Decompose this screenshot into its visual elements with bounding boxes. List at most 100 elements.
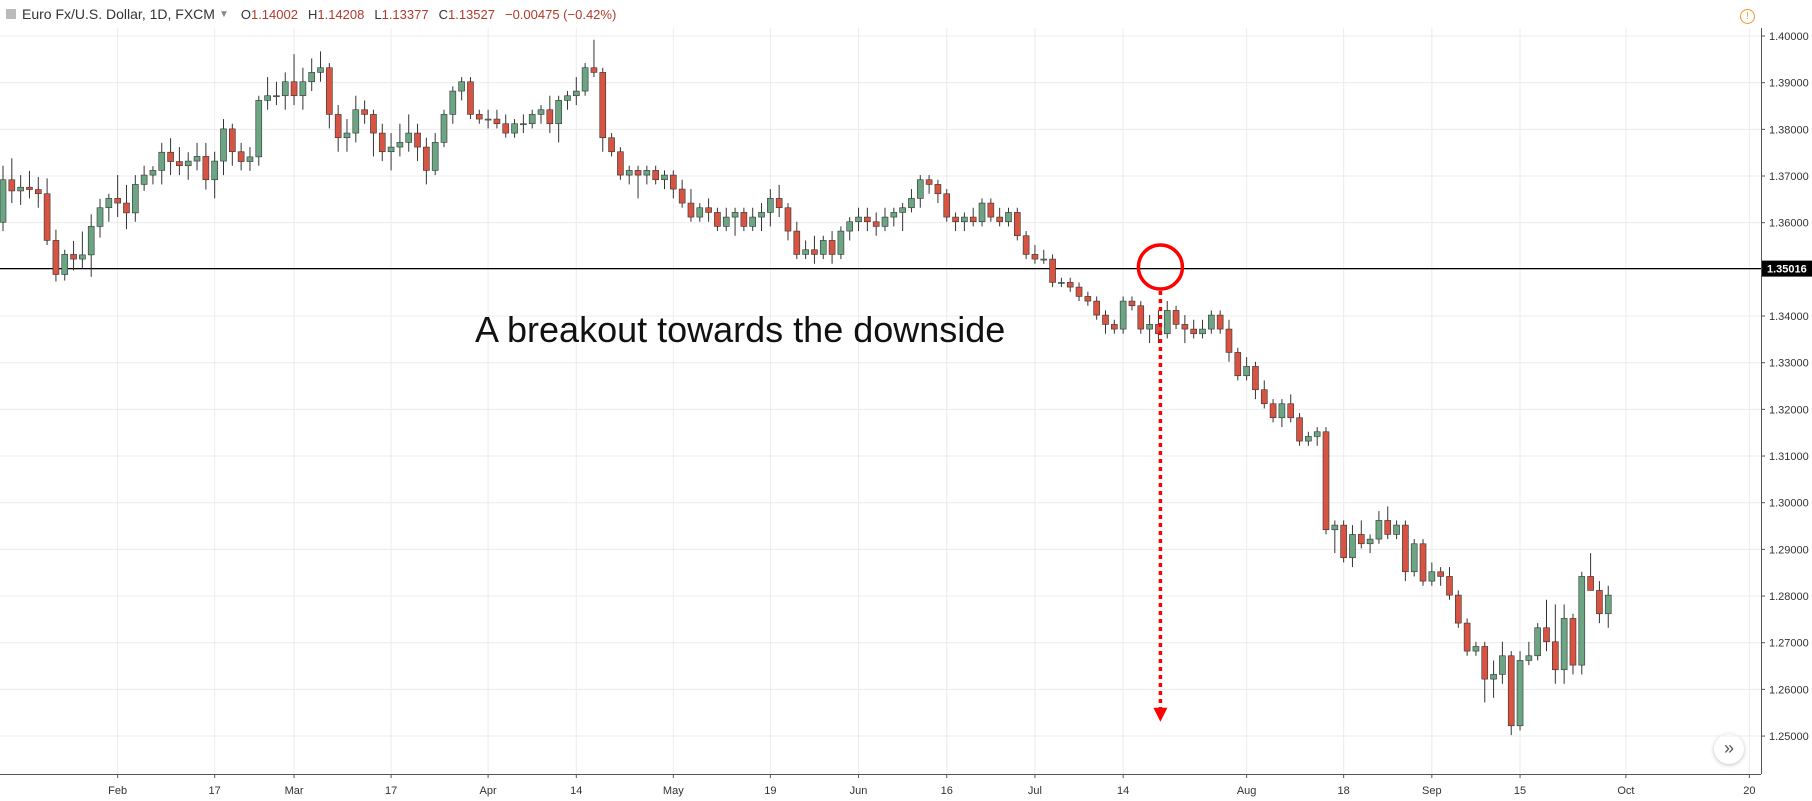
- double-chevron-right-icon[interactable]: »: [1714, 734, 1744, 764]
- candle: [1022, 231, 1030, 260]
- candle: [70, 240, 77, 271]
- candle: [819, 235, 827, 260]
- candle-body: [1313, 431, 1321, 437]
- candle: [1013, 207, 1021, 241]
- candle-body: [1075, 286, 1083, 297]
- y-tick-label: 1.38000: [1769, 124, 1809, 136]
- candle-body: [634, 170, 642, 176]
- candle: [1128, 296, 1136, 311]
- x-tick-label: Jul: [1028, 785, 1042, 797]
- candle: [467, 77, 474, 120]
- candle-body: [467, 81, 474, 115]
- candle: [934, 179, 942, 204]
- candle: [1349, 525, 1356, 568]
- level-price-label: 1.35016: [1767, 264, 1807, 276]
- candle: [528, 109, 536, 129]
- candle-body: [237, 151, 245, 162]
- candle-body: [211, 160, 218, 181]
- candle: [608, 133, 615, 157]
- candle: [1560, 604, 1568, 684]
- ohlc-close: C1.13527: [439, 7, 495, 22]
- candle-body: [34, 189, 42, 195]
- candle: [132, 175, 139, 222]
- candle-body: [599, 72, 607, 139]
- open-key: O: [240, 6, 251, 22]
- y-tick-label: 1.37000: [1769, 171, 1809, 183]
- candle: [1243, 357, 1250, 381]
- candle: [784, 203, 792, 241]
- candle: [837, 226, 845, 260]
- candle: [1305, 431, 1312, 446]
- candle: [705, 198, 712, 222]
- candle: [1490, 660, 1497, 698]
- candle-body: [1446, 576, 1453, 596]
- candle: [1163, 301, 1171, 339]
- open-value: 1.14002: [250, 6, 298, 22]
- candle-body: [1137, 305, 1145, 330]
- candle: [908, 189, 915, 213]
- candle-body: [1560, 618, 1568, 671]
- candle: [1437, 567, 1444, 586]
- high-key: H: [307, 6, 318, 22]
- candle-body: [396, 142, 404, 148]
- x-tick-label: Feb: [108, 785, 127, 797]
- candle: [26, 170, 33, 199]
- candle: [722, 207, 730, 232]
- candle-body: [158, 151, 166, 171]
- candle: [167, 138, 174, 176]
- candle-body: [828, 240, 836, 255]
- candle: [952, 212, 959, 232]
- candle-body: [334, 114, 342, 139]
- candle-body: [1587, 576, 1594, 591]
- candle-body: [1375, 520, 1383, 540]
- candle-body: [431, 142, 439, 171]
- symbol-title[interactable]: Euro Fx/U.S. Dollar, 1D, FXCM: [22, 6, 215, 22]
- candle: [1569, 613, 1577, 675]
- candle-body: [1013, 212, 1021, 237]
- candle: [475, 109, 483, 124]
- candle-body: [1172, 310, 1180, 325]
- candle: [264, 77, 271, 110]
- series-color-square: [6, 9, 16, 19]
- candle: [193, 142, 201, 171]
- y-tick-label: 1.34000: [1769, 311, 1809, 323]
- candle-body: [1102, 314, 1109, 325]
- candle: [537, 105, 545, 124]
- candle: [1322, 427, 1330, 535]
- chevron-down-icon[interactable]: ▼: [218, 8, 229, 20]
- candle-body: [1234, 352, 1242, 377]
- candle-body: [1516, 660, 1524, 727]
- candle: [634, 165, 642, 199]
- candle-body: [1243, 366, 1250, 377]
- candle-body: [1305, 436, 1312, 442]
- candle-body: [1093, 300, 1100, 316]
- close-key: C: [438, 6, 448, 22]
- candle-body: [811, 249, 818, 255]
- candle: [855, 207, 862, 232]
- warning-circle-icon[interactable]: !: [1740, 9, 1755, 24]
- candle-body: [290, 81, 298, 97]
- level-price-tag: [1762, 260, 1812, 277]
- candle: [229, 123, 236, 166]
- candle: [1208, 310, 1215, 334]
- candle: [87, 214, 95, 277]
- y-tick-label: 1.36000: [1769, 218, 1809, 230]
- candle: [1155, 310, 1162, 344]
- candle-body: [387, 146, 395, 153]
- candle-body: [1111, 324, 1118, 330]
- candle-body: [749, 216, 757, 227]
- candle: [1525, 641, 1533, 666]
- candle-body: [273, 95, 280, 98]
- candle-body: [1534, 627, 1541, 657]
- candle-body: [590, 67, 598, 73]
- candle: [317, 51, 324, 82]
- candle-body: [423, 146, 430, 171]
- candle: [43, 178, 51, 246]
- candle-body: [767, 198, 774, 213]
- candle-body: [625, 170, 633, 176]
- highlight-circle: [1136, 243, 1185, 291]
- candle: [387, 133, 395, 171]
- candle-body: [1552, 641, 1559, 671]
- candle-body: [934, 184, 942, 195]
